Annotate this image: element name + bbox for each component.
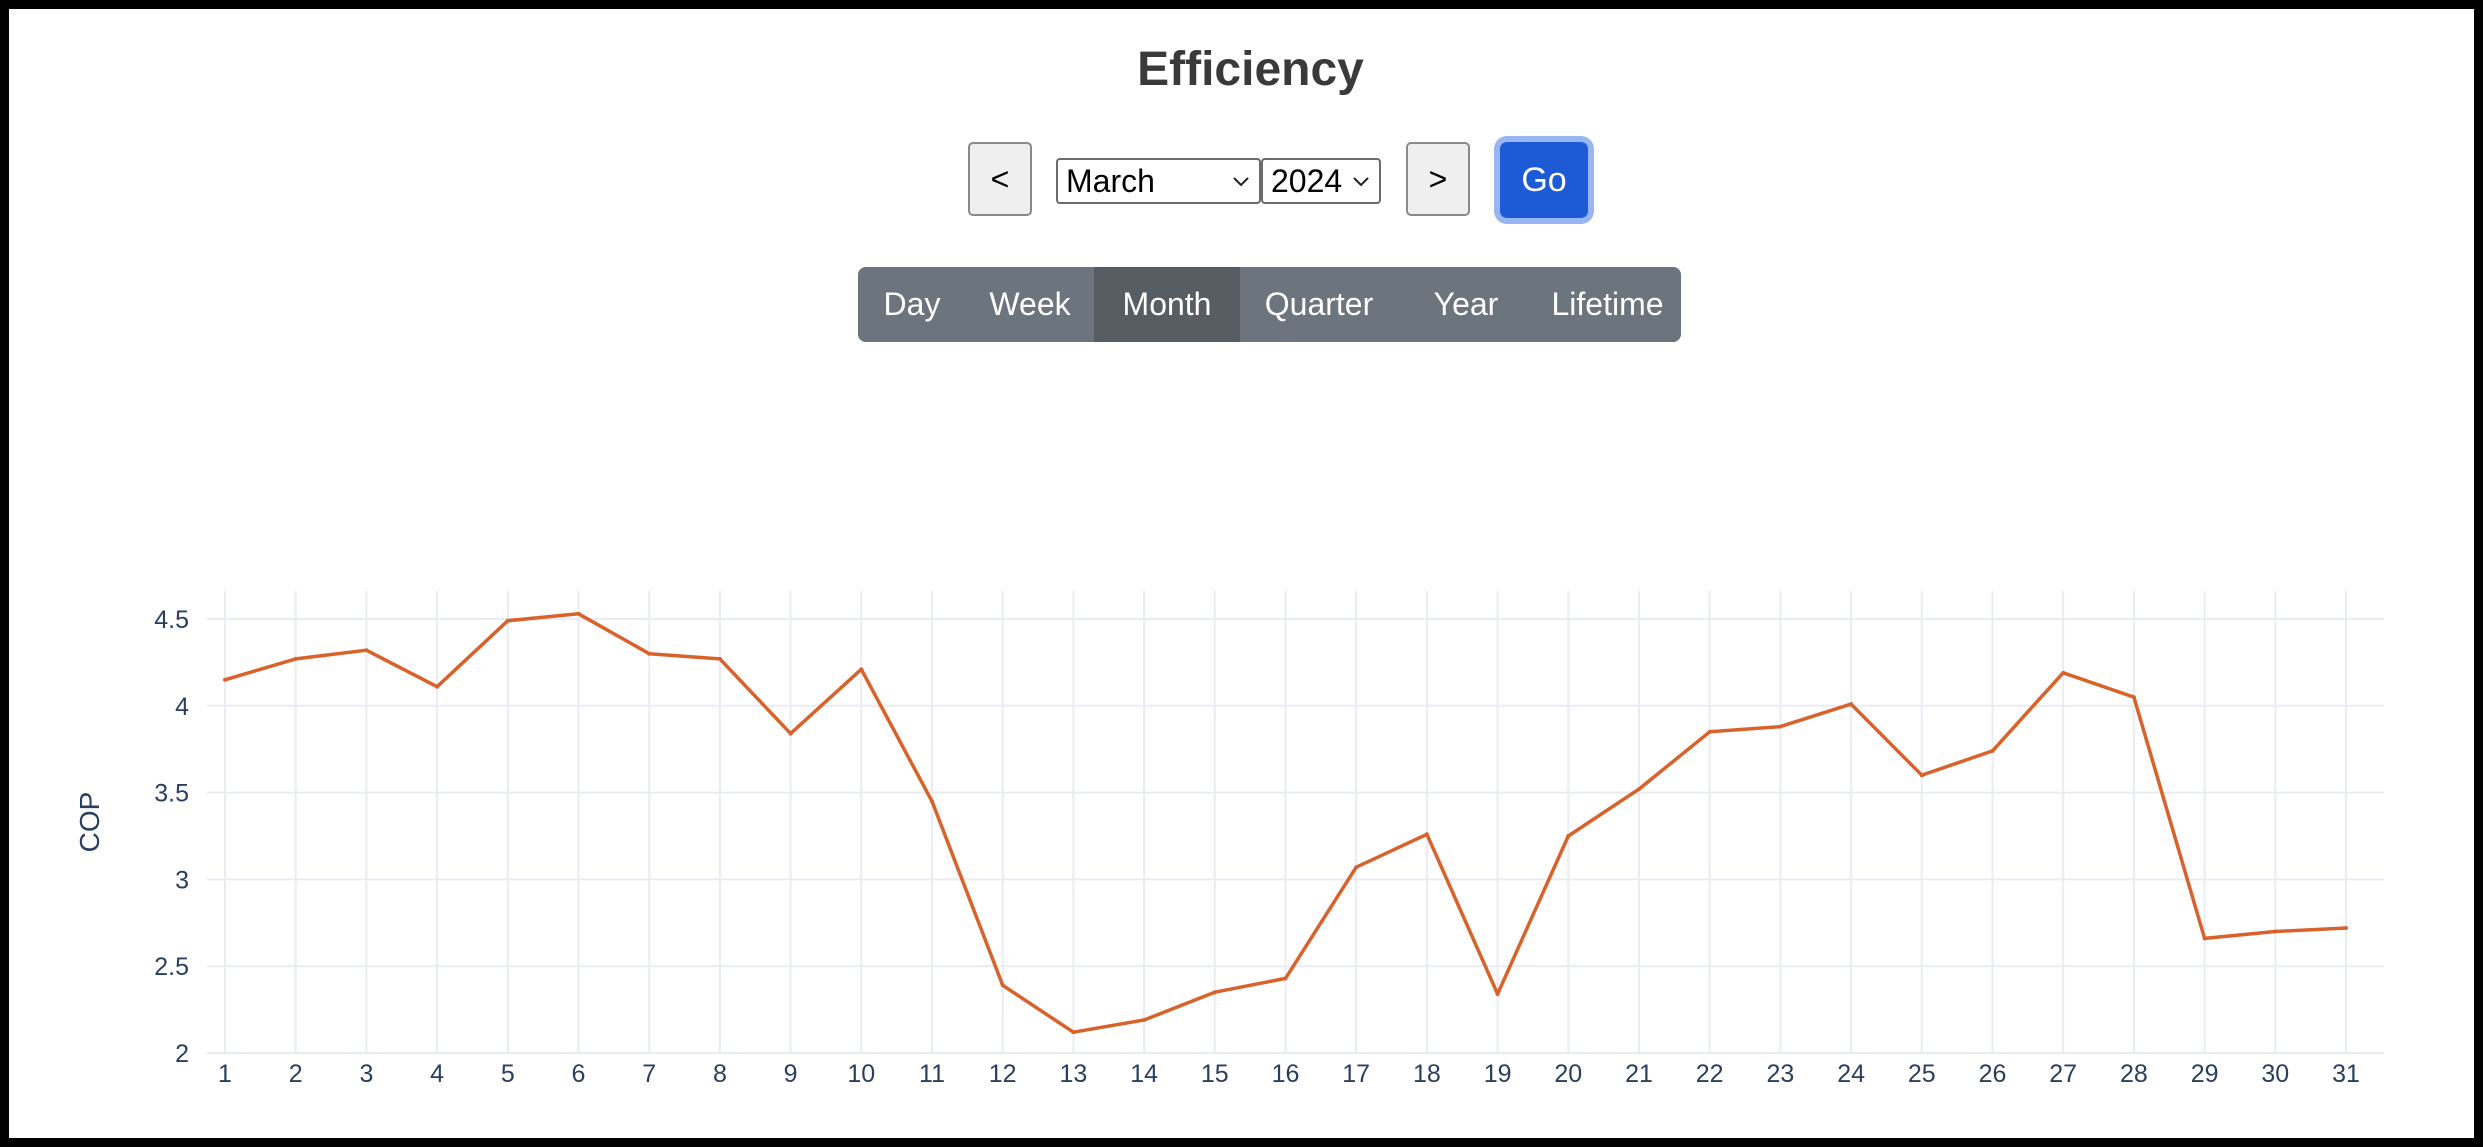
data-point (1990, 748, 1995, 753)
data-point (293, 656, 298, 661)
go-button[interactable]: Go (1500, 142, 1588, 218)
x-tick-label: 16 (1272, 1060, 1300, 1088)
data-point (2273, 929, 2278, 934)
data-point (1849, 702, 1854, 707)
page-title: Efficiency (1137, 43, 1364, 96)
data-point (576, 611, 581, 616)
data-point (1707, 729, 1712, 734)
month-select[interactable]: March (1056, 158, 1261, 204)
x-tick-label: 22 (1696, 1060, 1724, 1088)
data-point (2131, 695, 2136, 700)
data-point (435, 684, 440, 689)
prev-button[interactable]: < (968, 142, 1032, 216)
data-point (717, 656, 722, 661)
x-tick-label: 17 (1342, 1060, 1370, 1088)
x-tick-label: 13 (1059, 1060, 1087, 1088)
x-tick-label: 3 (359, 1060, 373, 1088)
x-tick-label: 18 (1413, 1060, 1441, 1088)
period-day-button[interactable]: Day (858, 267, 966, 342)
data-point (505, 618, 510, 623)
data-point (1566, 834, 1571, 838)
x-tick-label: 4 (430, 1060, 444, 1088)
y-tick-label: 4.5 (154, 606, 189, 634)
data-point (1071, 1030, 1076, 1035)
period-toggle-group: Day Week Month Quarter Year Lifetime (858, 267, 1681, 342)
x-tick-label: 26 (1979, 1060, 2007, 1088)
data-point (1283, 976, 1288, 981)
x-tick-label: 19 (1484, 1060, 1512, 1088)
x-tick-label: 27 (2049, 1060, 2077, 1088)
data-point (788, 731, 793, 736)
x-tick-label: 25 (1908, 1060, 1936, 1088)
x-tick-label: 12 (989, 1060, 1017, 1088)
x-tick-label: 31 (2332, 1060, 2360, 1088)
y-axis-label: COP (74, 792, 105, 853)
x-tick-label: 9 (784, 1060, 798, 1088)
period-week-button[interactable]: Week (966, 267, 1094, 342)
y-tick-label: 3.5 (154, 780, 189, 808)
y-tick-label: 4 (175, 693, 189, 721)
x-tick-label: 23 (1766, 1060, 1794, 1088)
data-point (2344, 926, 2348, 931)
data-point (1212, 990, 1217, 995)
period-year-button[interactable]: Year (1398, 267, 1534, 342)
y-tick-label: 2.5 (154, 953, 189, 981)
period-month-button[interactable]: Month (1094, 267, 1240, 342)
x-tick-label: 6 (572, 1060, 586, 1088)
data-point (2202, 936, 2207, 941)
y-tick-label: 2 (175, 1040, 189, 1068)
x-tick-label: 15 (1201, 1060, 1229, 1088)
year-select[interactable]: 2024 (1261, 158, 1381, 204)
data-point (1142, 1018, 1147, 1023)
x-tick-label: 7 (642, 1060, 656, 1088)
month-select-value: March (1066, 163, 1155, 199)
data-point (930, 799, 934, 804)
data-point (2061, 670, 2066, 675)
x-tick-label: 1 (218, 1060, 232, 1088)
x-tick-label: 2 (289, 1060, 303, 1088)
data-point (364, 648, 369, 653)
year-select-value: 2024 (1271, 163, 1343, 199)
data-point (223, 677, 227, 682)
data-point (1424, 832, 1429, 837)
period-lifetime-button[interactable]: Lifetime (1534, 267, 1681, 342)
data-point (1354, 865, 1359, 870)
x-tick-label: 24 (1837, 1060, 1865, 1088)
cop-line-chart: 22.533.544.51 2 3 4 5 6 7 8 9 10 11 12 13 14 15 16 17 18 1… (74, 591, 2384, 1088)
period-quarter-button[interactable]: Quarter (1240, 267, 1398, 342)
data-point (1000, 983, 1005, 988)
chevron-down-icon (1231, 162, 1251, 216)
next-button[interactable]: > (1406, 142, 1470, 216)
data-point (1495, 991, 1500, 996)
x-tick-label: 11 (919, 1060, 945, 1088)
chevron-down-icon (1351, 162, 1371, 216)
x-tick-label: 28 (2120, 1060, 2148, 1088)
x-tick-label: 8 (713, 1060, 727, 1088)
x-tick-label: 5 (501, 1060, 515, 1088)
data-point (859, 667, 864, 672)
data-point (1637, 787, 1641, 792)
x-tick-label: 29 (2191, 1060, 2219, 1088)
x-tick-label: 30 (2261, 1060, 2289, 1088)
x-tick-label: 21 (1625, 1060, 1653, 1088)
y-tick-label: 3 (175, 866, 189, 894)
data-point (647, 651, 652, 656)
data-point (1778, 724, 1783, 729)
x-tick-label: 14 (1130, 1060, 1158, 1088)
x-tick-label: 10 (847, 1060, 875, 1088)
data-point (1919, 773, 1924, 778)
x-tick-label: 20 (1554, 1060, 1582, 1088)
